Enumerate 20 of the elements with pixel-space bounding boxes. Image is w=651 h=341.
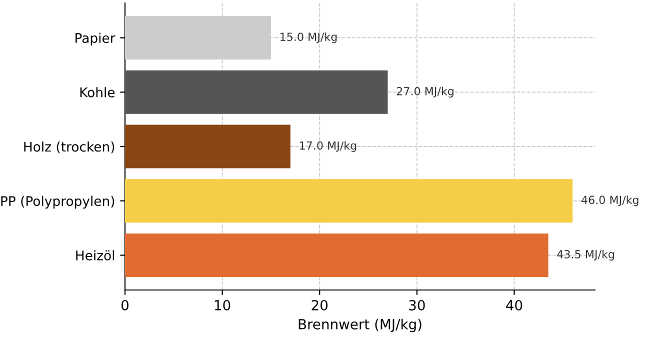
x-tick-label: 10 xyxy=(214,300,230,310)
bar xyxy=(125,70,388,114)
y-tick-label: Kohle xyxy=(80,87,115,98)
x-tick-label: 30 xyxy=(409,300,425,310)
bar xyxy=(125,124,290,168)
data-label: 43.5 MJ/kg xyxy=(557,250,614,261)
data-label: 27.0 MJ/kg xyxy=(396,86,454,98)
y-tick-label: Holz (trocken) xyxy=(24,141,114,154)
x-tick-label: 20 xyxy=(312,300,328,310)
y-tick-label: PP (Polypropylen) xyxy=(1,196,114,209)
data-label: 17.0 MJ/kg xyxy=(300,141,356,152)
x-tick-label: 40 xyxy=(506,300,522,310)
x-tick-label: 0 xyxy=(121,300,128,310)
data-label: 15.0 MJ/kg xyxy=(280,32,337,44)
x-axis-title: Brennwert (MJ/kg) xyxy=(298,318,422,332)
bar xyxy=(125,179,573,223)
y-tick-label: Papier xyxy=(76,32,116,46)
data-label: 46.0 MJ/kg xyxy=(581,195,638,206)
bar xyxy=(125,233,548,277)
y-tick-label: Heizöl xyxy=(76,250,114,260)
